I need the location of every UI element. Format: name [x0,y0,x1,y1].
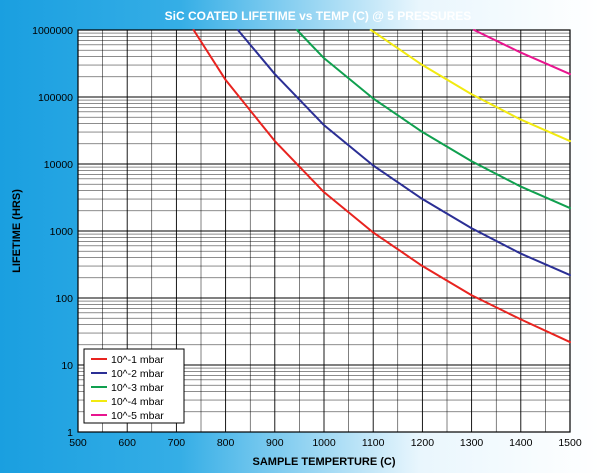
x-tick-labels: 500 600 700 800 900 1000 1100 1200 1300 1400 1500 [69,437,582,449]
legend: 10^-1 mbar 10^-2 mbar 10^-3 mbar 10^-4 mbar… [83,348,185,424]
y-tick-label: 1000000 [32,25,73,37]
series-line-5 [473,29,571,76]
legend-entry: 10^-4 mbar [111,396,164,408]
y-tick-label: 100000 [38,92,73,104]
series-line-2 [236,29,571,277]
series-layer [192,29,571,344]
x-tick-label: 1100 [362,437,385,449]
y-tick-label: 10000 [44,159,73,171]
x-tick-label: 1400 [509,437,533,449]
y-tick-label: 100 [55,293,73,305]
legend-box [83,348,185,424]
x-tick-label: 1300 [460,437,484,449]
series-line-4 [369,29,571,143]
y-tick-label: 10 [61,360,73,372]
series-line-3 [295,29,571,210]
x-tick-label: 1000 [312,437,336,449]
x-tick-label: 900 [266,437,284,449]
x-tick-label: 700 [168,437,186,449]
y-tick-label: 1000 [50,226,74,238]
y-tick-label: 1 [67,427,73,439]
chart-title: SiC COATED LIFETIME vs TEMP (C) @ 5 PRES… [165,9,472,23]
x-tick-label: 500 [69,437,87,449]
legend-entry: 10^-3 mbar [111,382,164,394]
legend-entry: 10^-2 mbar [111,368,164,380]
series-line-1 [192,29,571,344]
x-tick-label: 800 [217,437,235,449]
x-tick-label: 1500 [558,437,582,449]
x-tick-label: 1200 [411,437,435,449]
y-tick-labels: 1 10 100 1000 10000 100000 1000000 [32,25,73,439]
x-tick-label: 600 [118,437,136,449]
y-axis-label: LIFETIME (HRS) [11,189,23,273]
legend-entry: 10^-1 mbar [111,354,164,366]
x-axis-label: SAMPLE TEMPERTURE (C) [253,456,396,468]
legend-entry: 10^-5 mbar [111,410,164,422]
